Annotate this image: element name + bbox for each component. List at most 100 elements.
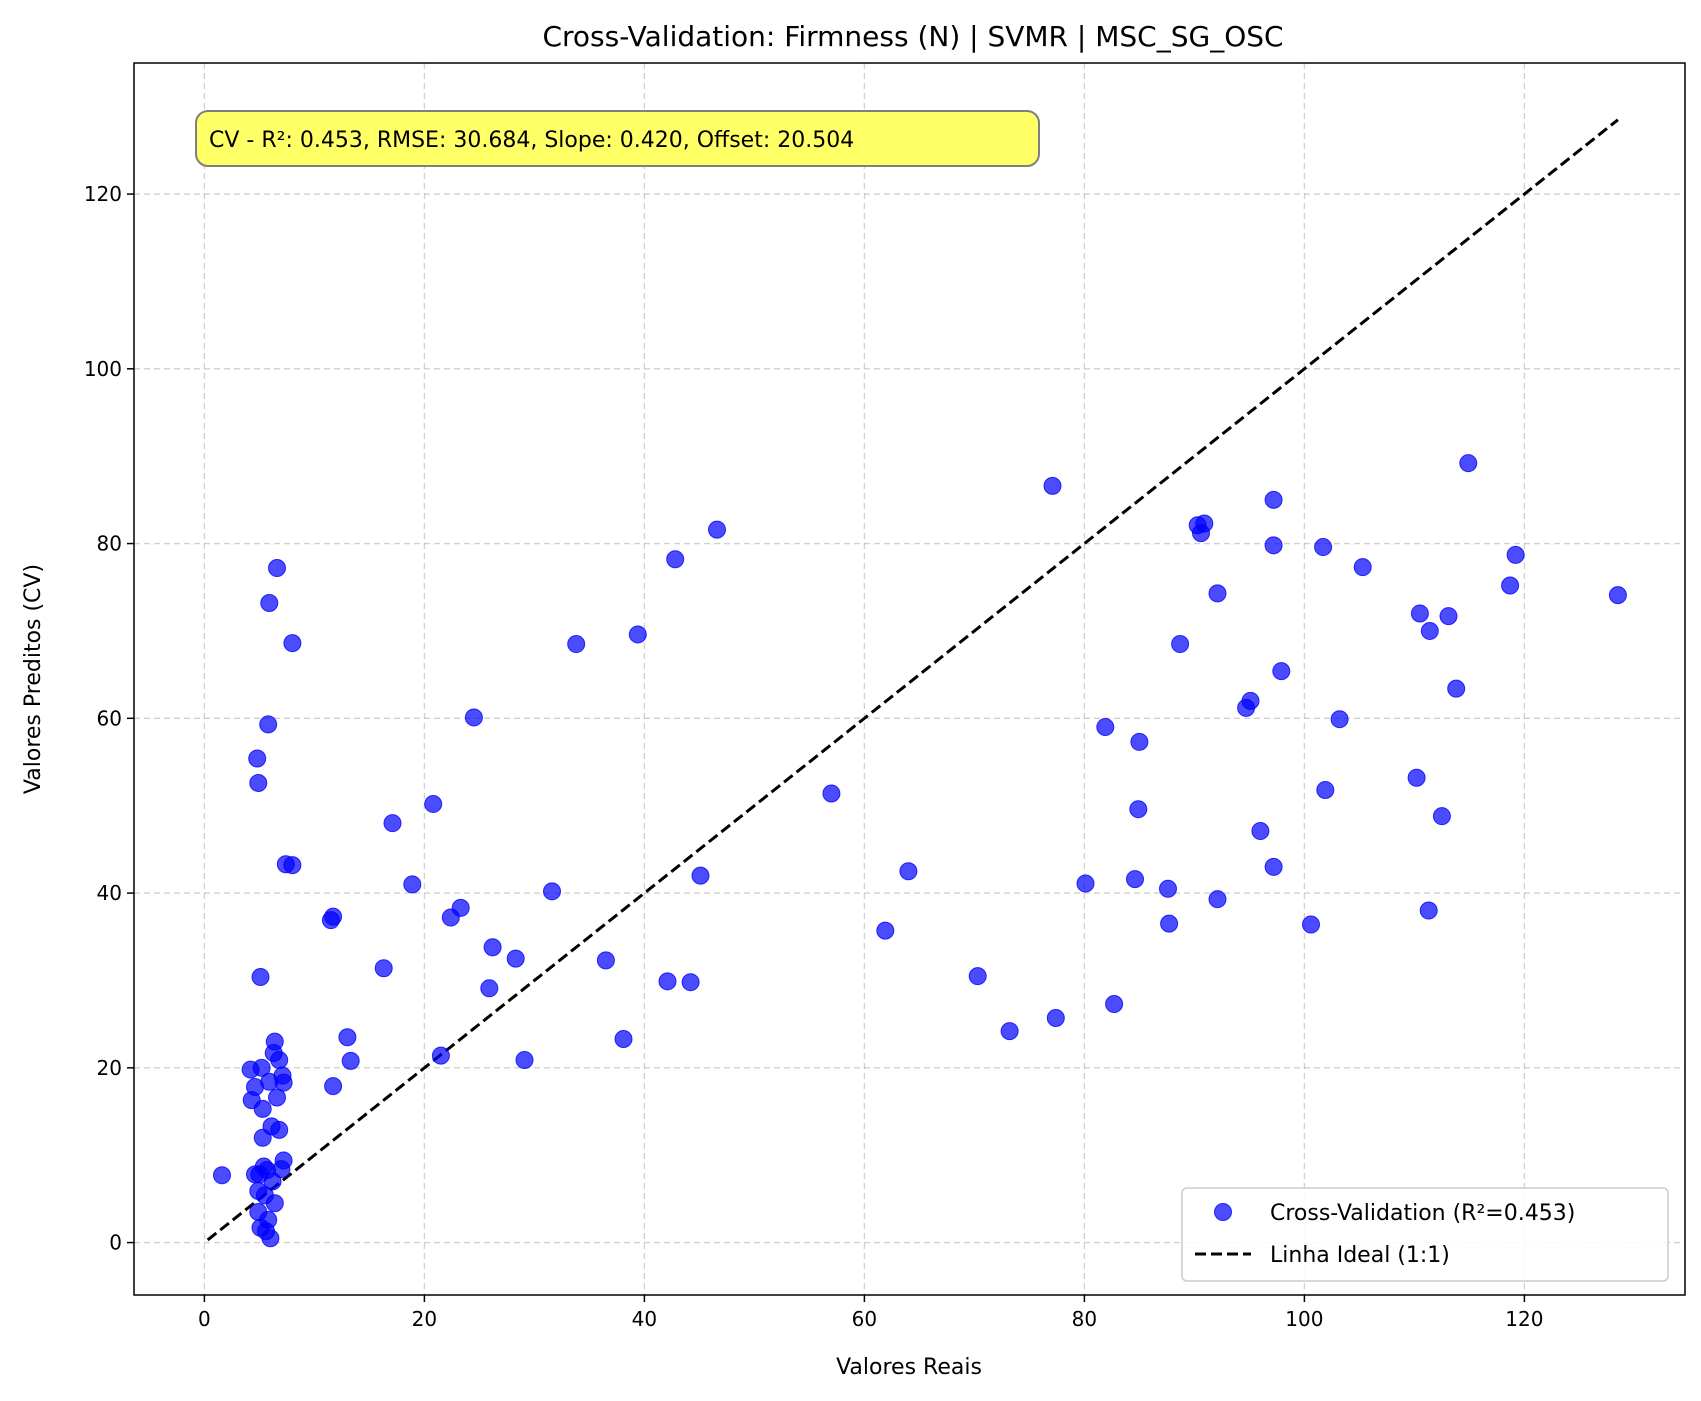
- scatter-point: [1241, 691, 1260, 710]
- scatter-point: [263, 1172, 282, 1191]
- scatter-point: [265, 1032, 284, 1051]
- scatter-point: [1046, 1009, 1065, 1028]
- scatter-point: [1195, 514, 1214, 533]
- scatter-point: [1096, 718, 1115, 737]
- axis-ticks: 0 20 40 60 80 100 120 0 20 40 60 80 100 120: [84, 182, 1544, 1331]
- grid: [134, 63, 1685, 1295]
- x-axis-label: Valores Reais: [836, 1355, 982, 1380]
- chart-title: Cross-Validation: Firmness (N) | SVMR | …: [542, 20, 1283, 53]
- scatter-point: [268, 559, 286, 578]
- scatter-point: [1208, 890, 1227, 909]
- scatter-point: [1439, 607, 1458, 626]
- scatter-point: [374, 959, 393, 978]
- scatter-point: [1126, 870, 1144, 889]
- scatter-point: [431, 1046, 450, 1065]
- x-tick-label: 20: [412, 1307, 437, 1331]
- scatter-point: [1506, 545, 1525, 564]
- scatter-point: [515, 1050, 534, 1069]
- stats-box-background: [195, 110, 1040, 167]
- scatter-point: [1330, 710, 1349, 729]
- scatter-point: [1353, 558, 1372, 577]
- x-tick-label: 40: [632, 1307, 657, 1331]
- scatter-point: [1264, 536, 1283, 555]
- scatter-point: [251, 967, 270, 986]
- scatter-point: [1302, 915, 1320, 934]
- scatter-point: [1264, 857, 1283, 876]
- scatter-point: [543, 882, 561, 901]
- scatter-point: [1159, 879, 1177, 898]
- scatter-point: [614, 1029, 633, 1048]
- scatter-point: [1608, 586, 1627, 605]
- scatter-point: [666, 550, 685, 569]
- scatter-point: [383, 814, 402, 833]
- scatter-point: [899, 862, 918, 881]
- scatter-point: [1208, 584, 1227, 603]
- scatter-point: [1105, 995, 1124, 1014]
- scatter-point: [691, 866, 710, 885]
- scatter-point: [403, 875, 422, 894]
- scatter-point: [968, 967, 987, 986]
- scatter-point: [506, 949, 525, 968]
- scatter-point: [253, 1099, 272, 1118]
- y-tick-label: 120: [84, 182, 122, 206]
- scatter-point: [249, 773, 268, 792]
- scatter-point: [1251, 822, 1270, 841]
- scatter-point: [268, 1088, 286, 1107]
- scatter-point: [451, 898, 470, 917]
- legend: Cross-Validation (R²=0.453) Linha Ideal …: [1181, 1187, 1669, 1282]
- scatter-point: [480, 979, 499, 998]
- scatter-point: [1419, 901, 1438, 920]
- scatter-point: [1501, 576, 1520, 595]
- scatter-point: [270, 1050, 289, 1069]
- stats-box-text: CV - R²: 0.453, RMSE: 30.684, Slope: 0.4…: [209, 128, 854, 153]
- legend-label-ideal-line: Linha Ideal (1:1): [1270, 1243, 1450, 1268]
- y-tick-label: 20: [97, 1056, 122, 1080]
- scatter-point: [259, 715, 278, 734]
- scatter-point: [260, 593, 279, 612]
- stats-box: CV - R²: 0.453, RMSE: 30.684, Slope: 0.4…: [195, 110, 1040, 167]
- x-tick-label: 0: [198, 1307, 211, 1331]
- scatter-point: [1407, 768, 1426, 787]
- legend-box: [1181, 1187, 1669, 1282]
- scatter-point: [1420, 621, 1439, 640]
- scatter-point: [628, 625, 647, 644]
- scatter-point: [1459, 454, 1478, 473]
- ideal-line: [206, 118, 1619, 1242]
- scatter-point: [341, 1051, 360, 1070]
- scatter-point: [681, 973, 700, 992]
- scatter-point: [283, 856, 302, 875]
- scatter-point: [483, 938, 502, 957]
- x-tick-label: 100: [1285, 1307, 1323, 1331]
- scatter-point: [265, 1194, 284, 1213]
- scatter-point: [1160, 914, 1179, 933]
- scatter-point: [252, 1058, 271, 1077]
- scatter-point: [283, 634, 302, 653]
- y-tick-label: 0: [109, 1231, 122, 1255]
- scatter-point: [1410, 604, 1429, 623]
- scatter-point: [324, 1077, 343, 1096]
- ideal-line-layer: [206, 118, 1619, 1242]
- scatter-point: [274, 1073, 293, 1092]
- scatter-point: [822, 784, 841, 803]
- y-tick-label: 40: [97, 881, 122, 905]
- scatter-point: [658, 972, 677, 991]
- legend-marker-cross-validation: [1214, 1203, 1232, 1221]
- scatter-point: [708, 520, 726, 539]
- scatter-point: [1264, 490, 1283, 509]
- scatter-point: [1171, 635, 1190, 654]
- scatter-point: [1316, 780, 1335, 799]
- scatter-point: [1432, 807, 1451, 826]
- x-tick-label: 120: [1505, 1307, 1543, 1331]
- scatter-point: [424, 794, 443, 813]
- scatter-point: [338, 1028, 357, 1047]
- scatter-point: [270, 1120, 289, 1139]
- scatter-points: [213, 454, 1627, 1248]
- y-tick-label: 60: [97, 706, 122, 730]
- y-tick-label: 80: [97, 532, 122, 556]
- plot-frame: [133, 62, 1686, 1296]
- scatter-point: [567, 635, 586, 654]
- scatter-point: [259, 1210, 278, 1229]
- scatter-point: [1043, 476, 1062, 495]
- scatter-point: [274, 1151, 293, 1170]
